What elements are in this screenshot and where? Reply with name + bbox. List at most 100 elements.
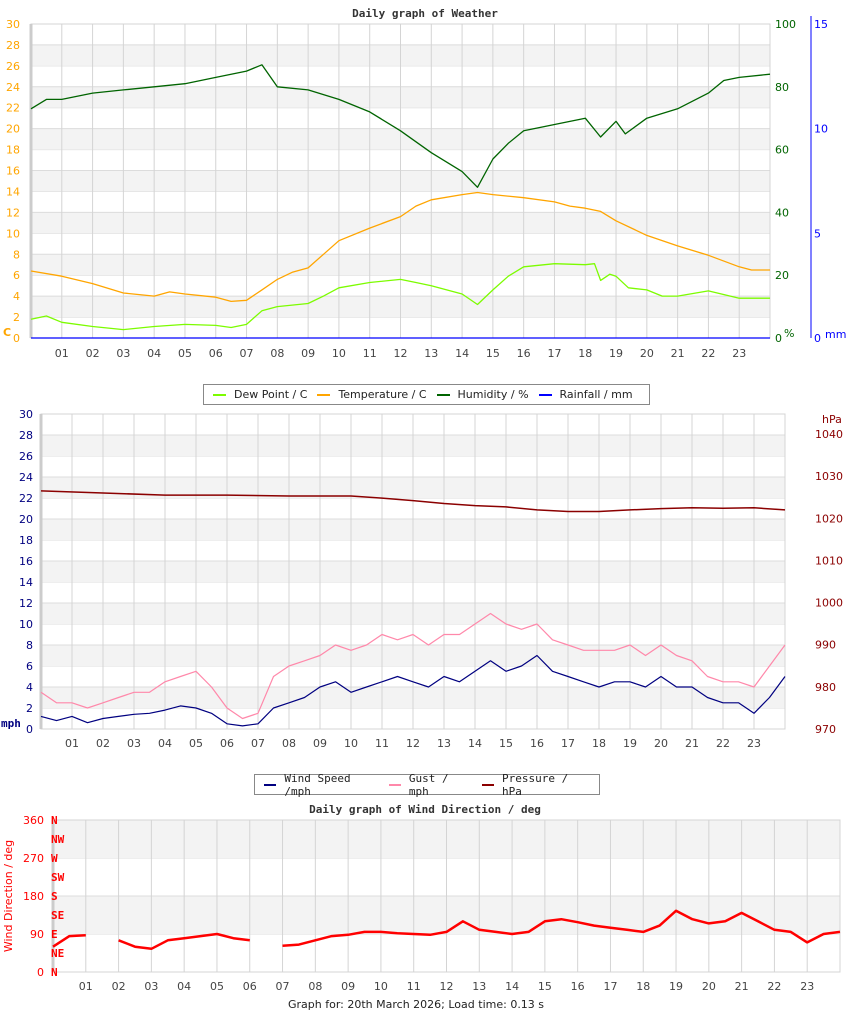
series-line-pressure — [40, 490, 786, 513]
x-tick-label: 15 — [486, 347, 500, 360]
x-tick-label: 18 — [578, 347, 592, 360]
legend-item: Wind Speed /mph — [264, 772, 379, 798]
y-tick-label-temperature: 30 — [6, 18, 20, 31]
legend-label: Rainfall / mm — [559, 388, 633, 401]
legend-swatch — [538, 393, 552, 396]
x-tick-label: 18 — [636, 980, 650, 993]
compass-label: NE — [51, 947, 64, 960]
x-tick-label: 20 — [640, 347, 654, 360]
x-tick-label: 07 — [251, 737, 265, 750]
compass-label: S — [51, 890, 58, 903]
y-tick-label-temperature: 18 — [6, 144, 20, 157]
legend-label: Gust / mph — [408, 771, 449, 798]
y-tick-label-humidity: 40 — [775, 206, 789, 219]
series-line-dew-point — [30, 263, 770, 331]
x-tick-label: 23 — [747, 737, 761, 750]
x-tick-label: 03 — [116, 347, 130, 360]
x-tick-label: 22 — [716, 737, 730, 750]
x-tick-label: 19 — [623, 737, 637, 750]
compass-label: NW — [51, 833, 65, 846]
y-tick-label-temperature: 0 — [13, 332, 20, 345]
x-tick-label: 15 — [499, 737, 513, 750]
y-tick-label-pressure: 980 — [815, 681, 836, 694]
x-tick-label: 02 — [96, 737, 110, 750]
y-tick-label-wind: 18 — [19, 534, 33, 547]
chart-title: Daily graph of Wind Direction / deg — [309, 803, 541, 816]
y-tick-label-wind: 30 — [19, 408, 33, 421]
compass-label: N — [51, 966, 58, 979]
legend-item: Humidity / % — [436, 388, 529, 401]
x-tick-label: 17 — [561, 737, 575, 750]
y-tick-label-wind: 0 — [26, 723, 33, 736]
y-tick-label-wind: 12 — [19, 597, 33, 610]
x-tick-label: 11 — [363, 347, 377, 360]
x-tick-label: 13 — [437, 737, 451, 750]
x-tick-label: 06 — [220, 737, 234, 750]
x-tick-label: 17 — [547, 347, 561, 360]
y-axis-unit-wind: mph — [1, 717, 21, 730]
y-tick-label-temperature: 8 — [13, 248, 20, 261]
y-tick-label-wind: 16 — [19, 555, 33, 568]
x-tick-label: 09 — [341, 980, 355, 993]
y-tick-label-direction: 0 — [37, 966, 44, 979]
y-tick-label-temperature: 22 — [6, 102, 20, 115]
x-tick-label: 01 — [65, 737, 79, 750]
legend-label: Wind Speed /mph — [284, 771, 351, 798]
x-tick-label: 04 — [147, 347, 161, 360]
x-tick-label: 12 — [440, 980, 454, 993]
y-tick-label-pressure: 1000 — [815, 597, 843, 610]
y-tick-label-pressure: 1030 — [815, 470, 843, 483]
y-tick-label-rainfall: 5 — [814, 227, 821, 240]
x-tick-label: 14 — [468, 737, 482, 750]
x-tick-label: 14 — [505, 980, 519, 993]
legend-item: Gust / mph — [388, 771, 472, 798]
compass-label: SE — [51, 909, 64, 922]
x-tick-label: 16 — [517, 347, 531, 360]
legend-swatch — [481, 783, 495, 786]
y-tick-label-rainfall: 10 — [814, 123, 828, 136]
compass-label: W — [51, 852, 58, 865]
y-tick-label-pressure: 1010 — [815, 554, 843, 567]
y-tick-label-direction: 360 — [23, 814, 44, 827]
x-tick-label: 04 — [177, 980, 191, 993]
x-tick-label: 10 — [332, 347, 346, 360]
y-tick-label-direction: 90 — [30, 928, 44, 941]
x-tick-label: 23 — [800, 980, 814, 993]
x-tick-label: 01 — [55, 347, 69, 360]
y-tick-label-wind: 6 — [26, 660, 33, 673]
legend-swatch — [317, 393, 331, 396]
x-tick-label: 21 — [685, 737, 699, 750]
x-tick-label: 01 — [79, 980, 93, 993]
y-tick-label-pressure: 970 — [815, 723, 836, 736]
y-tick-label-pressure: 1040 — [815, 428, 843, 441]
x-tick-label: 10 — [344, 737, 358, 750]
x-tick-label: 19 — [669, 980, 683, 993]
legend-label: Humidity / % — [457, 388, 529, 401]
x-tick-label: 11 — [375, 737, 389, 750]
x-tick-label: 21 — [671, 347, 685, 360]
x-tick-label: 17 — [603, 980, 617, 993]
x-tick-label: 16 — [530, 737, 544, 750]
series-line-wind-direction — [52, 909, 841, 951]
x-tick-label: 03 — [127, 737, 141, 750]
x-tick-label: 19 — [609, 347, 623, 360]
x-tick-label: 20 — [654, 737, 668, 750]
legend-label: Pressure / hPa — [502, 771, 569, 798]
x-tick-label: 15 — [538, 980, 552, 993]
chart-title: Daily graph of Weather — [352, 7, 498, 20]
legend-swatch — [388, 783, 401, 786]
y-tick-label-direction: 180 — [23, 890, 44, 903]
y-tick-label-wind: 4 — [26, 681, 33, 694]
y-tick-label-wind: 28 — [19, 429, 33, 442]
y-tick-label-wind: 14 — [19, 576, 33, 589]
legend-item: Temperature / C — [317, 388, 427, 401]
series-line-wind-speed — [40, 654, 786, 727]
x-tick-label: 03 — [144, 980, 158, 993]
y-tick-label-humidity: 0 — [775, 332, 782, 345]
y-tick-label-pressure: 990 — [815, 639, 836, 652]
x-tick-label: 06 — [243, 980, 257, 993]
x-tick-label: 02 — [112, 980, 126, 993]
compass-label: SW — [51, 871, 65, 884]
x-tick-label: 13 — [424, 347, 438, 360]
